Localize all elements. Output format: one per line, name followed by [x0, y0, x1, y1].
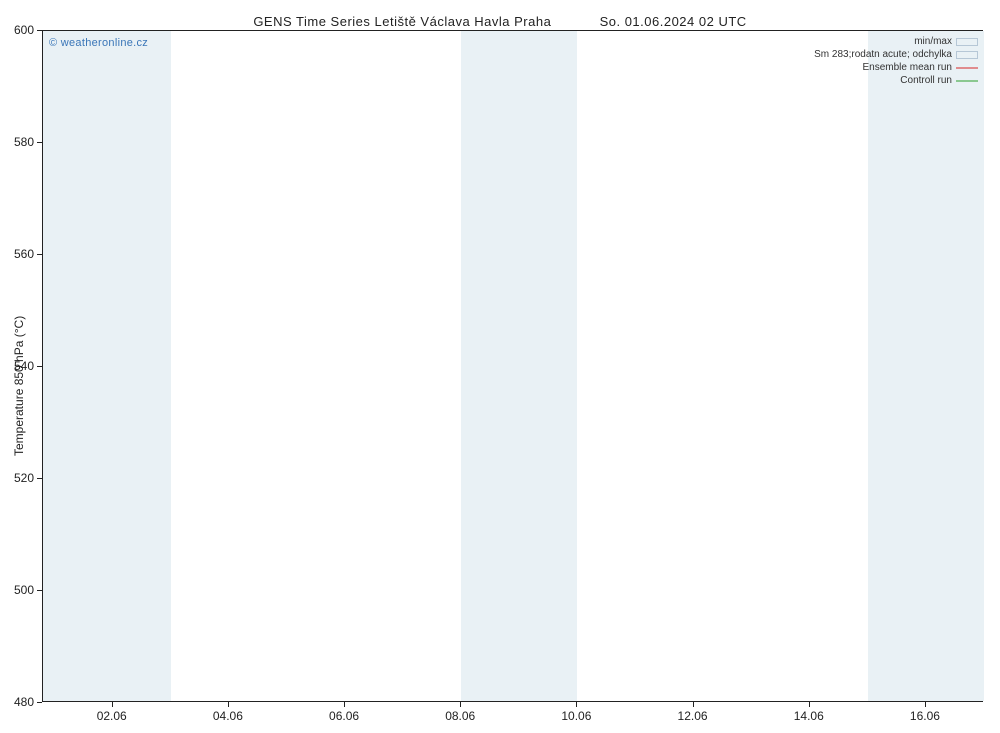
- x-tick-label: 10.06: [561, 709, 591, 723]
- legend-item: min/max: [814, 35, 978, 48]
- y-tick-label: 560: [0, 247, 34, 261]
- legend-item-label: Ensemble mean run: [863, 61, 953, 74]
- x-tick-label: 06.06: [329, 709, 359, 723]
- x-tick: [925, 702, 926, 707]
- legend-swatch: [956, 63, 978, 73]
- title-left: GENS Time Series Letiště Václava Havla P…: [253, 14, 551, 29]
- legend: min/maxSm 283;rodatn acute; odchylkaEnse…: [814, 35, 978, 87]
- weekend-band: [43, 31, 171, 701]
- y-tick: [37, 30, 42, 31]
- x-tick: [576, 702, 577, 707]
- y-tick-label: 500: [0, 583, 34, 597]
- x-tick-label: 08.06: [445, 709, 475, 723]
- weekend-band: [868, 31, 984, 701]
- x-tick-label: 12.06: [678, 709, 708, 723]
- y-tick: [37, 590, 42, 591]
- chart-title: GENS Time Series Letiště Václava Havla P…: [0, 14, 1000, 29]
- legend-item-label: min/max: [914, 35, 952, 48]
- x-tick: [228, 702, 229, 707]
- x-tick-label: 04.06: [213, 709, 243, 723]
- legend-item: Controll run: [814, 74, 978, 87]
- legend-item-label: Sm 283;rodatn acute; odchylka: [814, 48, 952, 61]
- y-tick: [37, 478, 42, 479]
- x-tick-label: 16.06: [910, 709, 940, 723]
- y-tick: [37, 254, 42, 255]
- y-tick-label: 520: [0, 471, 34, 485]
- x-tick: [344, 702, 345, 707]
- y-tick: [37, 142, 42, 143]
- y-tick-label: 540: [0, 359, 34, 373]
- legend-item: Ensemble mean run: [814, 61, 978, 74]
- x-tick: [809, 702, 810, 707]
- legend-swatch: [956, 50, 978, 60]
- legend-item-label: Controll run: [900, 74, 952, 87]
- y-tick: [37, 366, 42, 367]
- y-tick-label: 580: [0, 135, 34, 149]
- y-tick-label: 600: [0, 23, 34, 37]
- x-tick-label: 14.06: [794, 709, 824, 723]
- chart-container: GENS Time Series Letiště Václava Havla P…: [0, 0, 1000, 733]
- y-tick-label: 480: [0, 695, 34, 709]
- plot-area: © weatheronline.cz min/maxSm 283;rodatn …: [42, 30, 983, 702]
- watermark: © weatheronline.cz: [49, 37, 148, 49]
- legend-item: Sm 283;rodatn acute; odchylka: [814, 48, 978, 61]
- weekend-band: [461, 31, 577, 701]
- x-tick: [112, 702, 113, 707]
- y-axis-label: Temperature 850 hPa (°C): [12, 316, 26, 456]
- legend-swatch: [956, 37, 978, 47]
- x-tick: [693, 702, 694, 707]
- x-tick-label: 02.06: [97, 709, 127, 723]
- legend-swatch: [956, 76, 978, 86]
- x-tick: [460, 702, 461, 707]
- title-right: So. 01.06.2024 02 UTC: [600, 14, 747, 29]
- y-tick: [37, 702, 42, 703]
